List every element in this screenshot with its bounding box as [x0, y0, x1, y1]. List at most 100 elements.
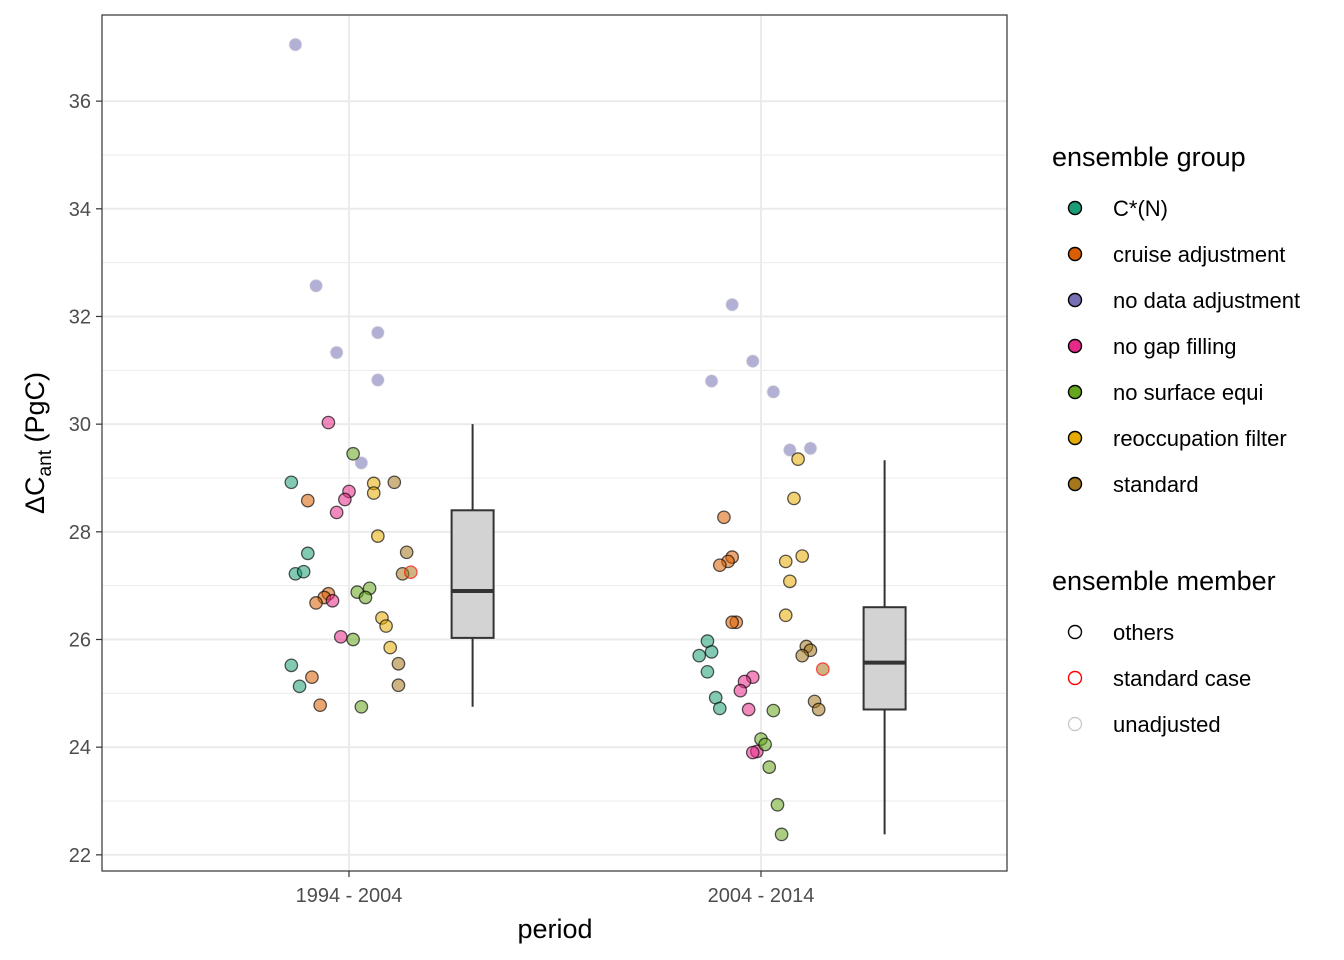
legend-group-label: no gap filling: [1113, 334, 1237, 359]
data-point: [354, 699, 369, 714]
data-point: [387, 475, 402, 490]
data-point: [313, 698, 328, 713]
data-point: [300, 546, 315, 561]
data-point: [692, 648, 707, 663]
legend-group-key: [1067, 246, 1083, 262]
data-point: [791, 452, 805, 467]
data-point: [725, 297, 740, 312]
data-point: [787, 491, 801, 506]
panel-border: [101, 14, 1008, 872]
data-point: [712, 701, 727, 716]
data-point: [329, 345, 344, 360]
data-point: [782, 443, 797, 457]
data-point: [770, 797, 785, 812]
y-tick-label: 22: [69, 845, 91, 867]
legend-member-key: [1067, 716, 1083, 732]
data-point: [296, 564, 311, 579]
data-point: [704, 645, 719, 659]
legend-member-label: others: [1113, 620, 1174, 645]
y-axis-title: ΔCant (PgC): [20, 372, 56, 514]
legend-group-label: cruise adjustment: [1113, 242, 1285, 267]
data-point: [346, 446, 360, 461]
data-point: [329, 505, 344, 520]
data-point: [370, 373, 385, 387]
x-tick-label: 1994 - 2004: [296, 885, 403, 907]
data-point: [712, 558, 727, 573]
data-point: [370, 529, 385, 543]
y-tick-label: 30: [69, 414, 91, 436]
data-point: [399, 545, 414, 560]
data-points: [284, 37, 830, 842]
data-point: [379, 619, 393, 633]
legend-group-label: reoccupation filter: [1113, 426, 1287, 451]
legend-group-key: [1067, 292, 1083, 308]
data-point: [758, 737, 772, 752]
y-tick-label: 36: [69, 91, 91, 113]
boxplots: [450, 424, 907, 835]
legend-member-title: ensemble member: [1052, 566, 1276, 596]
data-point: [762, 760, 777, 774]
data-point: [292, 679, 307, 694]
x-axis-title: period: [517, 914, 592, 944]
data-point: [288, 37, 303, 52]
legend-group-key: [1067, 384, 1083, 400]
y-tick-label: 26: [69, 630, 91, 652]
x-axis: 1994 - 2004 2004 - 2014: [296, 871, 815, 907]
data-point: [745, 745, 760, 760]
y-tick-label: 24: [69, 737, 91, 759]
legend-member-key: [1067, 624, 1083, 640]
data-point: [782, 574, 797, 589]
data-point: [725, 615, 740, 630]
data-point: [300, 493, 315, 508]
data-point: [704, 374, 719, 388]
data-point: [811, 702, 826, 717]
boxplot-box: [862, 606, 907, 711]
legend-group-key: [1067, 476, 1083, 492]
legend-member-key: [1067, 670, 1083, 686]
data-point: [795, 549, 810, 563]
data-point: [774, 827, 789, 842]
x-tick-label: 2004 - 2014: [708, 885, 815, 907]
data-point: [325, 593, 340, 608]
y-axis-title-suffix: (PgC): [20, 372, 50, 450]
data-point: [321, 415, 336, 430]
data-point: [333, 629, 348, 644]
legend-group-label: no data adjustment: [1113, 288, 1300, 313]
y-axis-title-prefix: ΔC: [20, 476, 50, 514]
y-tick-label: 28: [69, 522, 91, 544]
data-point: [354, 456, 369, 470]
data-point: [700, 664, 715, 679]
data-point: [766, 385, 781, 399]
y-axis: 22 24 26 28 30 32 34 36: [69, 91, 102, 867]
data-point: [383, 640, 398, 655]
data-point: [346, 632, 360, 647]
legend-group-label: no surface equi: [1113, 380, 1263, 405]
data-point: [309, 278, 323, 293]
legend-ensemble-member: ensemble member others standard case unadj…: [1052, 566, 1276, 737]
data-point: [370, 325, 385, 340]
grid-lines: [102, 15, 1007, 871]
data-point: [766, 703, 781, 718]
y-axis-title-subscript: ant: [35, 449, 56, 476]
data-point: [717, 510, 731, 525]
y-tick-label: 34: [69, 199, 91, 221]
data-point: [338, 492, 352, 507]
data-point: [803, 441, 818, 456]
legend-group-key: [1067, 338, 1083, 354]
data-point: [778, 554, 793, 569]
data-point: [284, 475, 299, 490]
legend-group-label: C*(N): [1113, 196, 1168, 221]
data-point: [403, 565, 418, 580]
data-point: [795, 648, 810, 663]
legend-member-label: standard case: [1113, 666, 1251, 691]
plot-panel: [101, 14, 1008, 872]
boxplot-box: [450, 509, 495, 639]
legend-group-key: [1067, 430, 1083, 446]
legend-member-label: unadjusted: [1113, 712, 1221, 737]
data-point: [358, 590, 373, 605]
y-tick-label: 32: [69, 306, 91, 328]
data-point: [778, 608, 793, 623]
data-point: [391, 678, 406, 693]
